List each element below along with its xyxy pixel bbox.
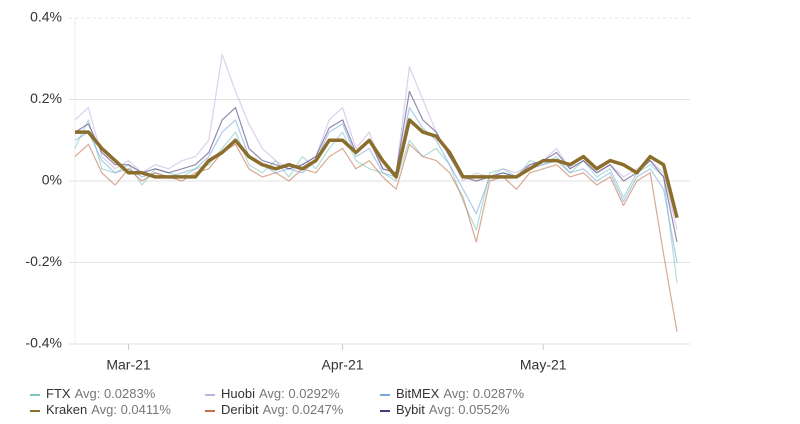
series-line (74, 90, 678, 243)
series-line (74, 54, 678, 231)
x-tick-label: Mar-21 (106, 357, 151, 373)
series-line (74, 143, 678, 332)
y-tick-label: -0.4% (25, 335, 62, 351)
legend-avg: Avg: 0.0292% (259, 386, 340, 401)
legend-name: FTX (46, 386, 71, 401)
legend-avg: Avg: 0.0411% (91, 402, 171, 417)
legend-avg: Avg: 0.0283% (75, 386, 156, 401)
legend-name: Huobi (221, 386, 255, 401)
legend-avg: Avg: 0.0552% (429, 402, 510, 417)
legend-label: Kraken Avg: 0.0411% (46, 402, 171, 417)
series-line (75, 118, 679, 219)
legend-label: BitMEX Avg: 0.0287% (396, 386, 524, 401)
legend-avg: Avg: 0.0247% (263, 402, 344, 417)
legend-name: BitMEX (396, 386, 440, 401)
legend-name: Bybit (396, 402, 425, 417)
legend-label: FTX Avg: 0.0283% (46, 386, 156, 401)
legend-avg: Avg: 0.0287% (443, 386, 524, 401)
y-tick-label: 0.4% (30, 9, 62, 25)
x-tick-label: Apr-21 (322, 357, 364, 373)
legend-name: Deribit (221, 402, 259, 417)
legend-label: Deribit Avg: 0.0247% (221, 402, 344, 417)
legend-name: Kraken (46, 402, 87, 417)
legend-label: Huobi Avg: 0.0292% (221, 386, 340, 401)
legend-label: Bybit Avg: 0.0552% (396, 402, 510, 417)
y-tick-label: -0.2% (25, 253, 62, 269)
y-tick-label: 0.2% (30, 90, 62, 106)
x-tick-label: May-21 (520, 357, 567, 373)
series-line (74, 119, 678, 283)
series-line (74, 107, 678, 263)
y-tick-label: 0% (42, 172, 62, 188)
